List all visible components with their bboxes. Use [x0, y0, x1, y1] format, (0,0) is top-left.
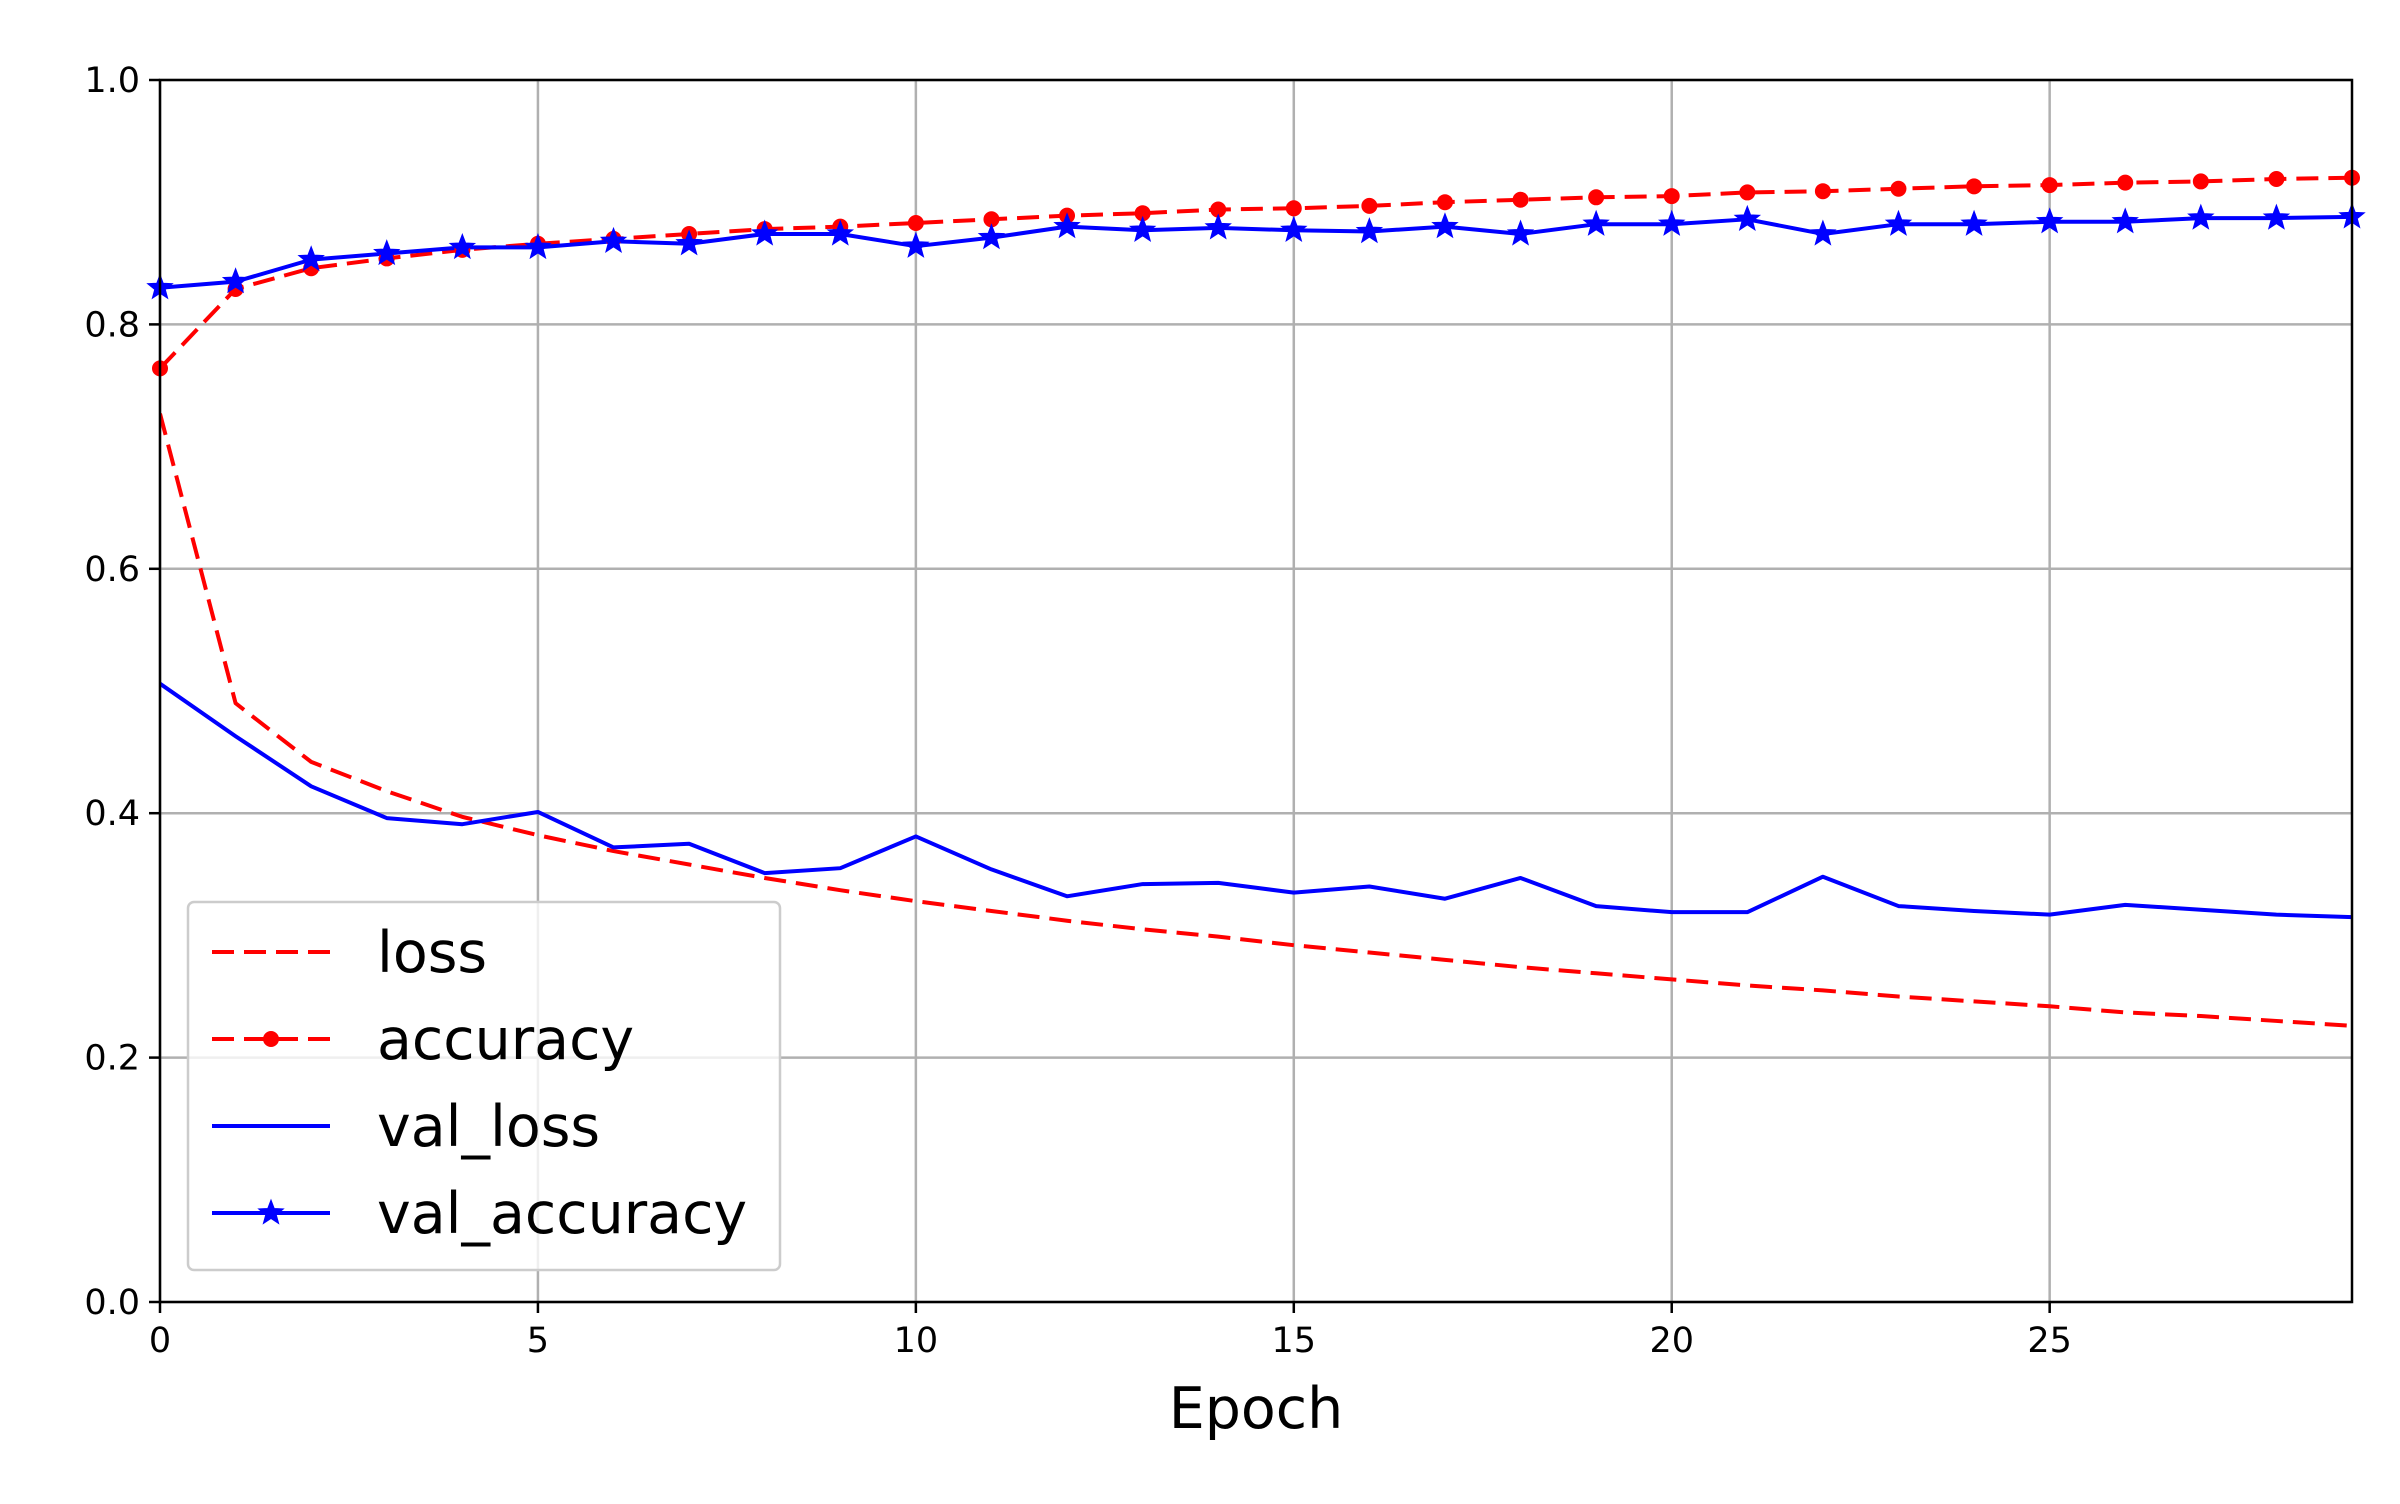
data-point-val-accuracy — [1355, 217, 1384, 244]
data-point-val-accuracy — [1053, 212, 1081, 239]
legend-label: loss — [377, 920, 487, 986]
x-tick-label: 5 — [527, 1321, 549, 1361]
legend-label: accuracy — [377, 1007, 634, 1073]
y-tick-label: 0.4 — [84, 794, 140, 834]
legend-item-accuracy: accuracy — [212, 1007, 634, 1073]
x-tick-label: 0 — [149, 1321, 171, 1361]
data-point-val-accuracy — [1809, 219, 1837, 246]
data-point-val-accuracy — [1884, 209, 1913, 236]
data-point-val-accuracy — [221, 267, 250, 294]
legend-swatch-marker — [263, 1031, 279, 1047]
data-point-accuracy — [1512, 191, 1529, 208]
data-point-val-accuracy — [826, 219, 854, 246]
data-point-val-accuracy — [599, 226, 628, 253]
data-point-val-accuracy — [2262, 203, 2291, 230]
data-point-accuracy — [1663, 188, 1680, 205]
x-tick-label: 15 — [1272, 1321, 1317, 1361]
data-point-val-accuracy — [2187, 203, 2215, 230]
y-tick-label: 1.0 — [84, 61, 140, 101]
series-line-accuracy — [160, 175, 2353, 370]
data-point-val-accuracy — [977, 223, 1006, 250]
data-point-val-accuracy — [1506, 219, 1535, 246]
legend-frame — [186, 900, 782, 1272]
y-tick-label: 0.2 — [84, 1039, 140, 1079]
data-point-accuracy — [2192, 173, 2209, 190]
x-axis-label: Epoch — [1169, 1376, 1344, 1442]
legend-item-val-loss: val_loss — [212, 1094, 600, 1160]
data-point-val-accuracy — [1658, 209, 1686, 236]
data-point-accuracy — [1966, 178, 1983, 195]
y-tick-label: 0.6 — [84, 550, 140, 590]
series-line-loss — [160, 413, 2353, 1028]
data-point-val-accuracy — [1128, 215, 1157, 242]
data-point-val-accuracy — [1733, 204, 1762, 231]
data-point-val-accuracy — [1204, 213, 1232, 240]
y-tick-label: 0.0 — [84, 1283, 140, 1323]
data-point-val-accuracy — [1582, 209, 1610, 236]
series-line-val-accuracy — [160, 214, 2353, 290]
data-point-val-accuracy — [1280, 215, 1308, 242]
data-point-val-accuracy — [2111, 207, 2139, 234]
data-point-accuracy — [1285, 200, 1302, 217]
data-point-val-accuracy — [1431, 212, 1459, 239]
data-point-accuracy — [1361, 197, 1378, 214]
data-point-val-accuracy — [524, 232, 552, 260]
legend: loss accuracy val_loss val_accuracy — [186, 900, 782, 1272]
data-point-accuracy — [2268, 170, 2285, 187]
legend-label: val_accuracy — [377, 1181, 747, 1247]
data-point-val-accuracy — [373, 239, 401, 266]
data-point-accuracy — [1739, 184, 1756, 201]
data-point-accuracy — [1890, 180, 1907, 197]
data-point-val-accuracy — [675, 229, 703, 256]
data-point-accuracy — [2117, 174, 2134, 191]
plot-area-frame — [158, 78, 2354, 1304]
axis-ticks: 0 5 10 15 20 25 0.0 0.2 0.4 0.6 0.8 1.0 — [84, 61, 2072, 1361]
x-tick-label: 10 — [894, 1321, 939, 1361]
data-point-accuracy — [2041, 177, 2058, 194]
series-lines — [160, 175, 2353, 1028]
data-point-val-accuracy — [750, 219, 779, 246]
legend-swatch-marker — [257, 1198, 285, 1225]
legend-items: loss accuracy val_loss val_accuracy — [212, 920, 747, 1247]
legend-item-val-accuracy: val_accuracy — [212, 1181, 747, 1247]
data-point-val-accuracy — [902, 231, 930, 258]
data-point-val-accuracy — [1960, 209, 1988, 236]
data-point-accuracy — [907, 214, 924, 231]
series-line-val-loss — [160, 682, 2353, 920]
x-tick-label: 20 — [1649, 1321, 1694, 1361]
legend-label: val_loss — [377, 1094, 600, 1160]
data-point-val-accuracy — [448, 232, 477, 260]
data-point-accuracy — [1814, 183, 1831, 200]
data-point-accuracy — [1436, 194, 1453, 211]
data-point-accuracy — [1588, 189, 1605, 206]
data-point-val-accuracy — [297, 245, 325, 272]
legend-item-loss: loss — [212, 920, 487, 986]
y-tick-label: 0.8 — [84, 305, 140, 345]
series-markers — [146, 169, 2366, 377]
x-tick-label: 25 — [2027, 1321, 2072, 1361]
data-point-val-accuracy — [2035, 207, 2064, 234]
